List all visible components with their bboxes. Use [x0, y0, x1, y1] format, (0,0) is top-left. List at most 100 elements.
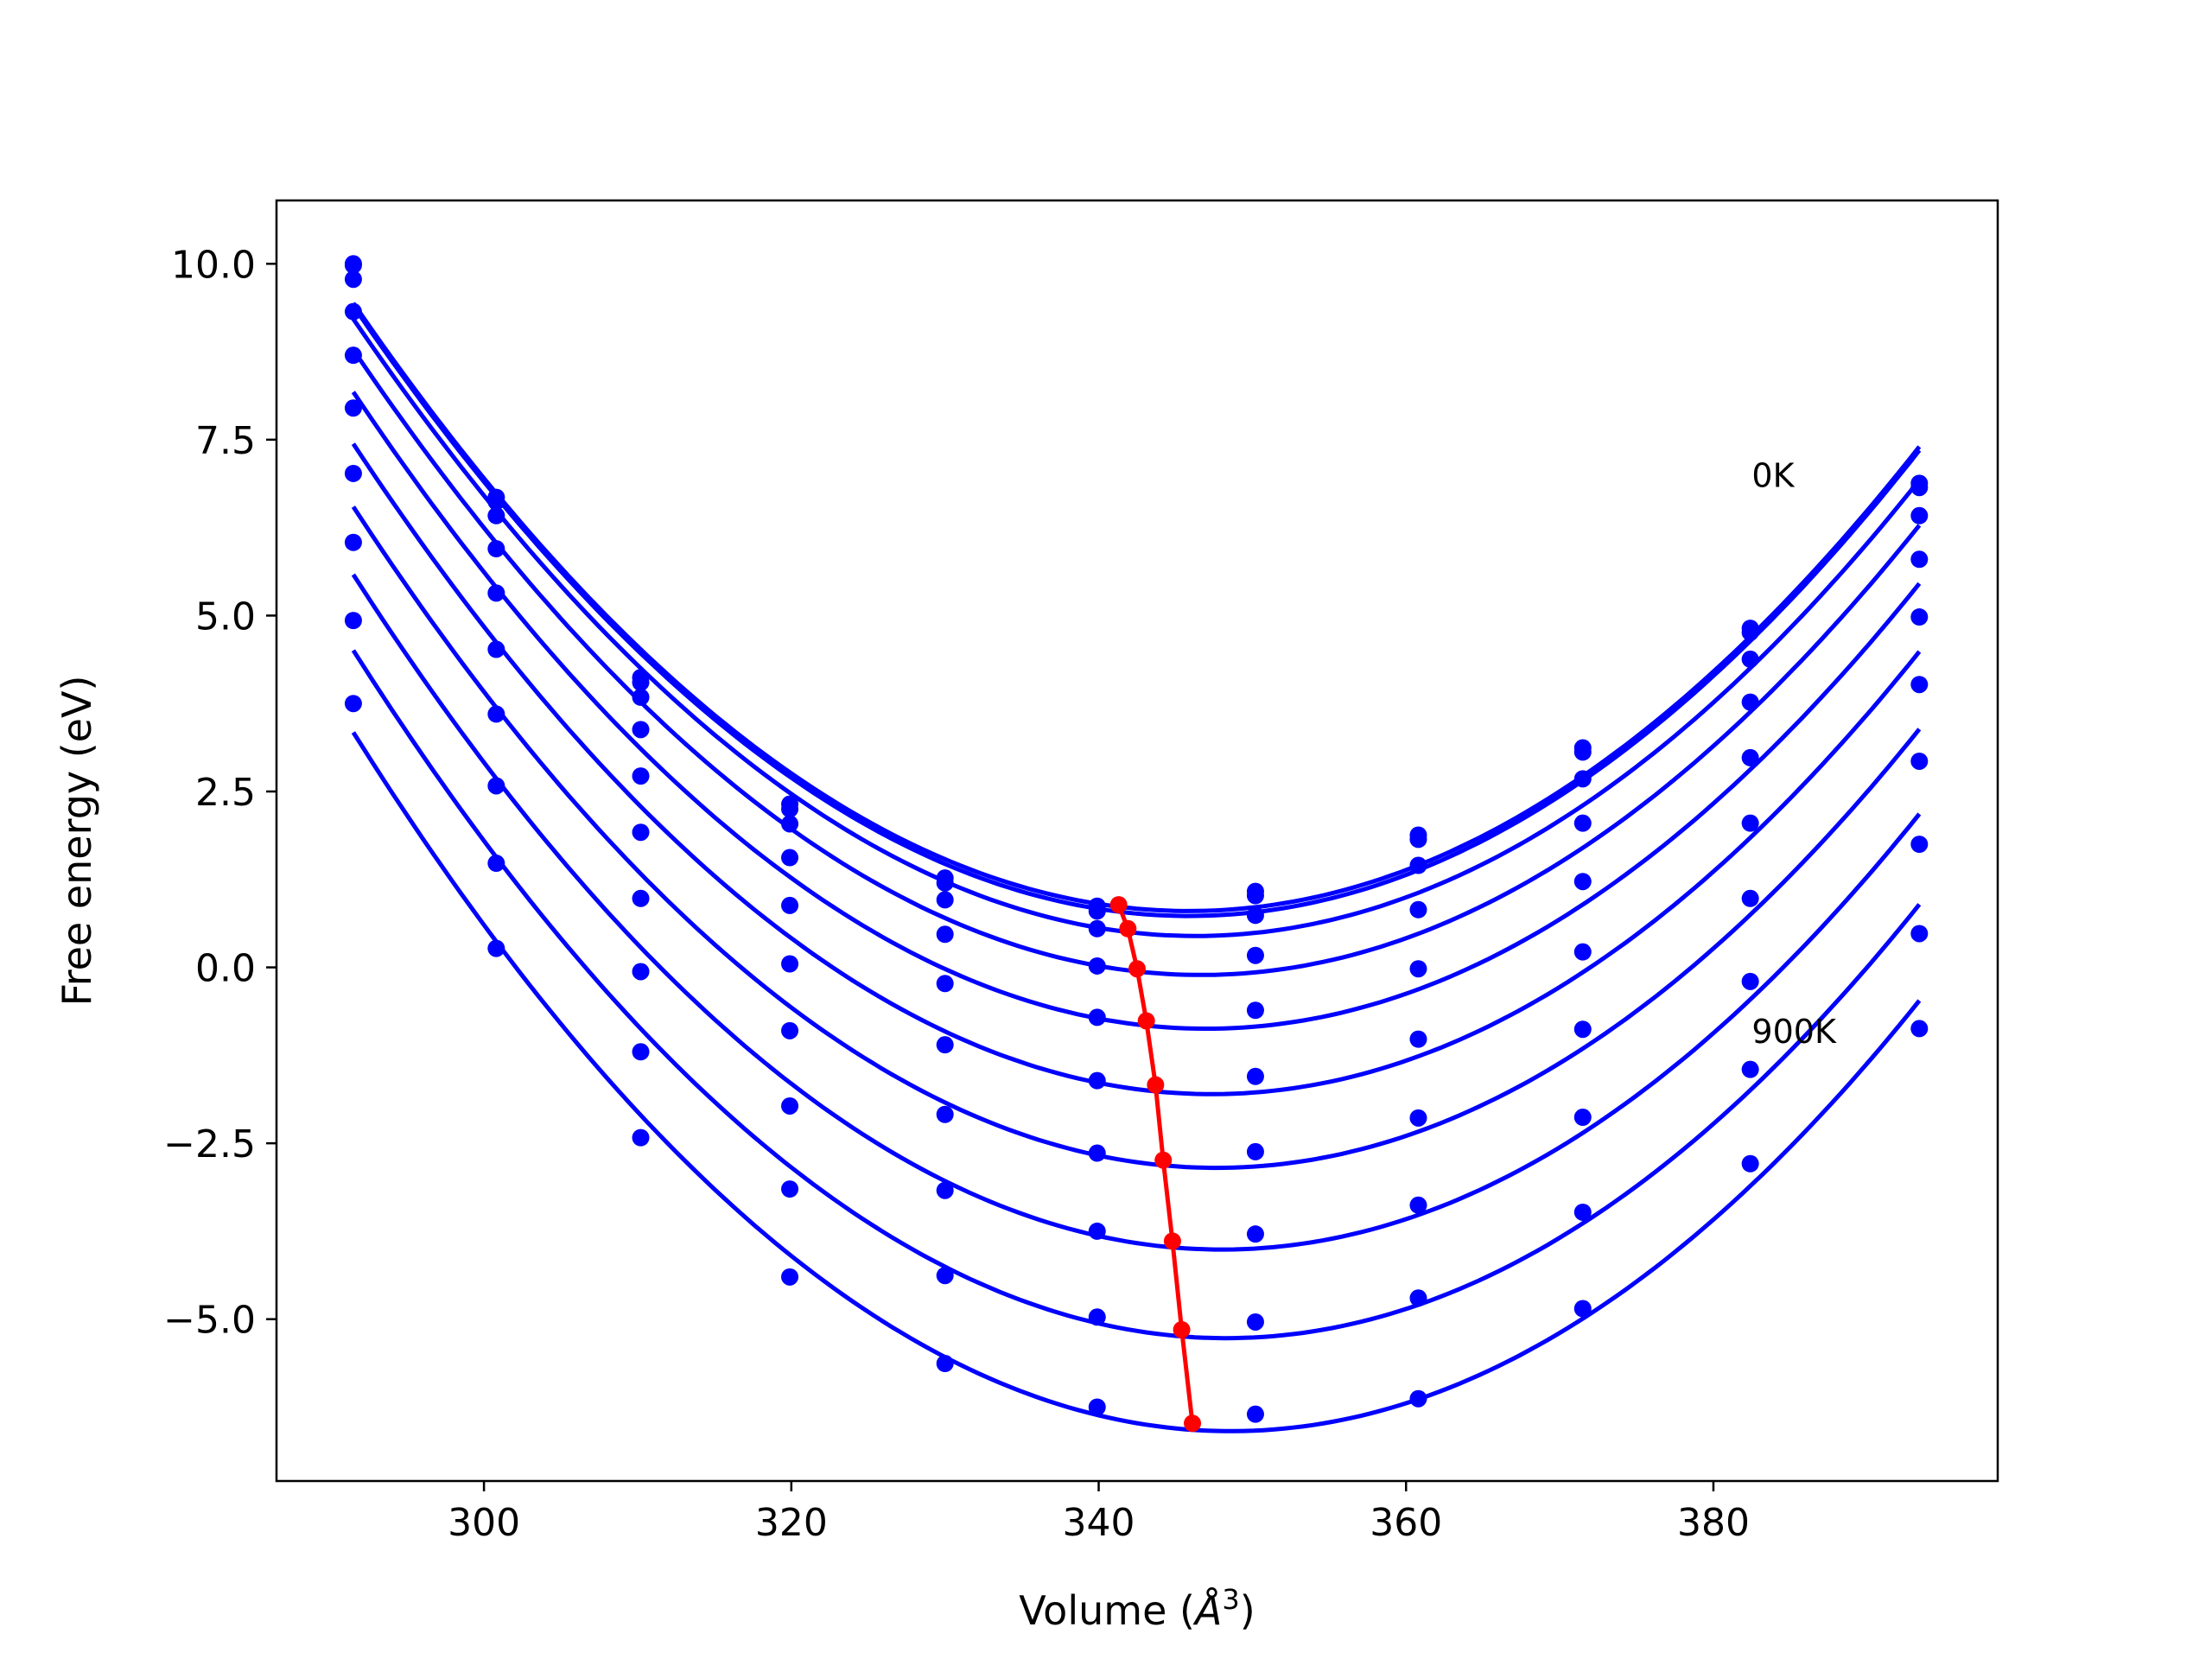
data-point — [487, 506, 505, 524]
data-point — [1246, 1225, 1264, 1243]
data-point — [1246, 906, 1264, 925]
data-point — [1246, 1142, 1264, 1160]
y-tick-label: 5.0 — [195, 594, 256, 639]
data-point — [1910, 550, 1929, 569]
minimum-point — [1163, 1232, 1181, 1250]
y-tick-label: 7.5 — [195, 419, 256, 463]
temperature-annotation: 900K — [1751, 1013, 1837, 1051]
data-point — [1910, 752, 1929, 770]
data-point — [1910, 1020, 1929, 1038]
data-point — [1573, 873, 1592, 891]
x-axis-label-close: ) — [1240, 1587, 1255, 1634]
data-point — [781, 800, 799, 818]
data-point — [632, 688, 650, 706]
data-point — [1088, 957, 1106, 975]
data-point — [1409, 960, 1427, 978]
data-point — [1910, 676, 1929, 694]
x-tick-label: 320 — [755, 1501, 828, 1545]
data-point — [1088, 1308, 1106, 1326]
data-point — [936, 1105, 954, 1123]
data-point — [487, 777, 505, 795]
x-tick-label: 340 — [1063, 1501, 1135, 1545]
x-axis-label: Volume (Å3) — [1019, 1583, 1255, 1634]
data-point — [344, 612, 362, 630]
data-point — [1573, 1020, 1592, 1039]
data-point — [632, 963, 650, 981]
data-point — [781, 849, 799, 867]
data-point — [936, 1355, 954, 1373]
data-point — [1741, 1154, 1759, 1173]
data-point — [1741, 972, 1759, 990]
data-point — [1246, 1001, 1264, 1020]
x-tick-label: 380 — [1677, 1501, 1750, 1545]
axes-layer: 300 320 340 360 380 10.0 7.5 5.0 2.5 0.0 −2.5 −5.0 — [163, 243, 1750, 1545]
minimum-point — [1137, 1012, 1155, 1030]
data-point — [1573, 1109, 1592, 1127]
y-axis-label: Free energy (eV) — [54, 676, 100, 1007]
data-point — [1088, 1144, 1106, 1162]
data-point — [1741, 693, 1759, 711]
data-point — [781, 1096, 799, 1115]
y-tick-label: 0.0 — [195, 947, 256, 991]
data-point — [632, 673, 650, 691]
data-point — [632, 823, 650, 842]
minimum-point — [1154, 1151, 1173, 1169]
data-point — [344, 533, 362, 551]
data-point — [1741, 650, 1759, 668]
annotation-layer: 0K 900K — [1751, 457, 1837, 1051]
data-point — [1409, 1389, 1427, 1408]
data-point — [1409, 856, 1427, 874]
x-tick-label: 300 — [448, 1501, 520, 1545]
fit-curve — [351, 304, 1922, 918]
data-point — [1741, 748, 1759, 766]
data-point — [1246, 1405, 1264, 1423]
data-point — [1246, 946, 1264, 964]
data-point — [487, 939, 505, 957]
data-point — [1409, 900, 1427, 918]
fit-curve — [351, 649, 1922, 1341]
data-point — [1910, 925, 1929, 943]
x-axis-label-text: Volume ( — [1019, 1587, 1195, 1634]
data-point — [632, 889, 650, 907]
x-axis-label-unit: Å — [1192, 1587, 1222, 1634]
x-tick-label: 360 — [1370, 1501, 1442, 1545]
data-point — [487, 540, 505, 558]
data-point — [632, 721, 650, 739]
fit-curve — [351, 505, 1922, 1171]
data-point — [344, 695, 362, 713]
temperature-annotation: 0K — [1751, 457, 1795, 495]
data-point — [1409, 1030, 1427, 1048]
data-point — [487, 705, 505, 723]
data-point — [1573, 943, 1592, 961]
y-tick-label: 10.0 — [171, 243, 256, 287]
data-point — [344, 256, 362, 274]
x-axis-label-exponent: 3 — [1222, 1583, 1239, 1616]
minimum-point — [1109, 896, 1128, 914]
data-point — [344, 270, 362, 289]
data-point — [1088, 919, 1106, 938]
data-point — [936, 1036, 954, 1054]
data-point — [1088, 1071, 1106, 1090]
data-point — [1573, 814, 1592, 832]
data-point — [1741, 889, 1759, 907]
fit-curve — [351, 442, 1922, 1096]
data-point — [1573, 743, 1592, 761]
data-point — [1409, 1196, 1427, 1214]
data-point — [936, 975, 954, 993]
data-point — [1088, 902, 1106, 920]
data-point — [1910, 506, 1929, 524]
fit-curve — [351, 391, 1922, 1031]
y-tick-label: −2.5 — [163, 1122, 256, 1166]
data-point — [1088, 1008, 1106, 1027]
data-point — [936, 925, 954, 944]
data-point — [1246, 1313, 1264, 1331]
data-point — [1573, 770, 1592, 788]
data-point — [936, 1181, 954, 1199]
data-point — [1409, 830, 1427, 849]
data-point — [344, 399, 362, 417]
data-point — [1246, 1067, 1264, 1085]
minimum-point — [1119, 919, 1137, 938]
data-point — [1910, 836, 1929, 854]
